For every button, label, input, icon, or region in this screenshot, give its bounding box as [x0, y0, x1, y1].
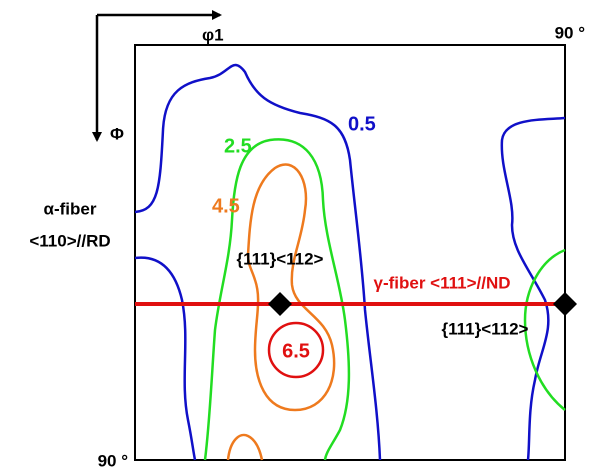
- contour-6.5: [267, 321, 325, 379]
- contour-label: 0.5: [348, 113, 376, 135]
- contour-label: 6.5: [282, 340, 310, 362]
- alpha-fiber-name: α-fiber: [44, 199, 97, 218]
- orientation-marker: [268, 292, 292, 316]
- alpha-fiber-direction: <110>//RD: [29, 231, 110, 250]
- contour-0.5: [134, 63, 382, 461]
- orientation-marker: [553, 292, 577, 316]
- contour-4.5: [226, 433, 264, 461]
- contour-4.5: [246, 163, 336, 412]
- gamma-fiber-label: γ-fiber <111>//ND: [373, 273, 510, 292]
- y-axis-end: 90 °: [98, 451, 129, 470]
- contour-2.5: [523, 248, 566, 411]
- contour-0.5: [134, 256, 197, 461]
- orientation-label: {111}<112>: [441, 319, 528, 338]
- x-axis-end: 90 °: [555, 23, 586, 42]
- y-axis-label: Φ: [110, 124, 124, 143]
- contours: [134, 63, 566, 461]
- section-box: [134, 44, 566, 461]
- orientation-label: {111}<112>: [236, 249, 323, 268]
- x-axis-label: φ1: [202, 25, 224, 44]
- contour-label: 4.5: [212, 195, 240, 217]
- contour-label: 2.5: [224, 135, 252, 157]
- contour-0.5: [500, 116, 566, 461]
- contour-2.5: [203, 138, 351, 461]
